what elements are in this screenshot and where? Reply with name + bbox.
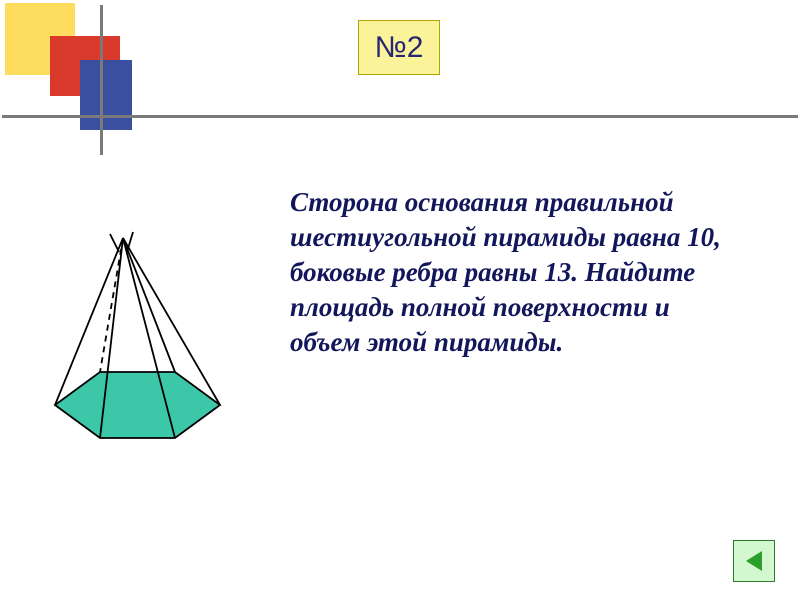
prev-button[interactable] bbox=[733, 540, 775, 582]
problem-number-badge: №2 bbox=[358, 20, 440, 75]
problem-text: Сторона основания правильной шестиугольн… bbox=[290, 185, 730, 360]
pyramid-base bbox=[55, 372, 220, 438]
decor-square-blue bbox=[80, 60, 132, 130]
pyramid-figure bbox=[35, 230, 235, 460]
vertical-rule bbox=[100, 5, 103, 155]
horizontal-rule bbox=[2, 115, 798, 118]
edge-hidden bbox=[100, 238, 123, 372]
arrow-left-icon bbox=[740, 547, 768, 575]
problem-number-label: №2 bbox=[375, 31, 424, 65]
tick bbox=[110, 234, 119, 252]
edge bbox=[123, 238, 175, 372]
